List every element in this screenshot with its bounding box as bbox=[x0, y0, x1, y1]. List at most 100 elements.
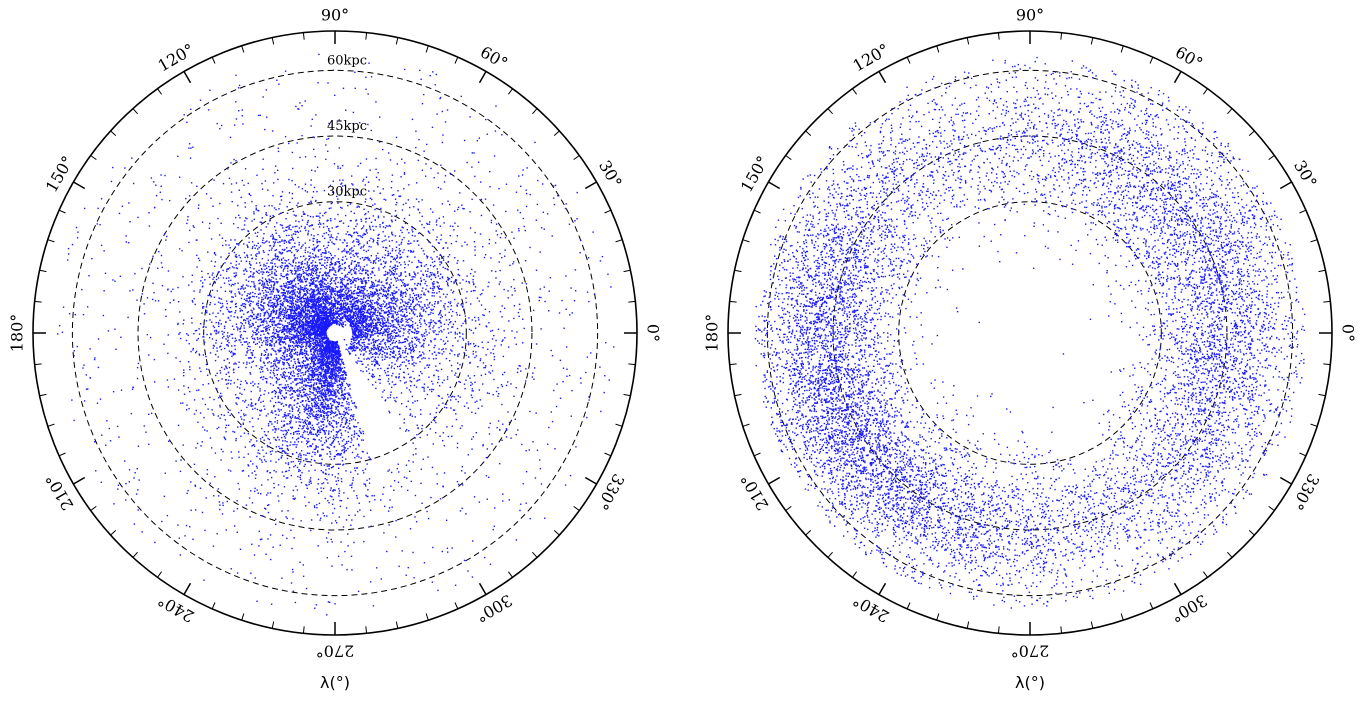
data-point bbox=[472, 275, 475, 277]
data-point bbox=[282, 268, 285, 271]
data-point bbox=[308, 385, 310, 387]
data-point bbox=[297, 269, 299, 272]
data-point bbox=[369, 316, 371, 319]
data-point bbox=[267, 369, 269, 371]
minor-tick bbox=[425, 45, 429, 53]
data-point bbox=[319, 324, 321, 326]
data-point bbox=[259, 245, 262, 247]
data-point bbox=[235, 253, 237, 256]
data-point bbox=[361, 308, 363, 310]
data-point bbox=[216, 347, 218, 349]
data-point bbox=[244, 341, 246, 343]
data-point bbox=[268, 314, 270, 317]
data-point bbox=[237, 366, 240, 369]
data-point bbox=[304, 262, 306, 265]
data-point bbox=[369, 325, 371, 328]
data-point bbox=[314, 328, 316, 331]
data-point bbox=[217, 301, 220, 303]
data-point bbox=[397, 357, 399, 359]
data-point bbox=[356, 432, 358, 435]
data-point bbox=[245, 341, 247, 343]
data-point bbox=[326, 515, 328, 517]
data-point bbox=[421, 315, 423, 317]
data-point bbox=[362, 295, 365, 297]
data-point bbox=[339, 323, 341, 325]
data-point bbox=[354, 457, 356, 459]
data-point bbox=[286, 375, 288, 377]
data-point bbox=[251, 472, 253, 474]
data-point bbox=[330, 444, 333, 446]
data-point bbox=[273, 404, 275, 407]
data-point bbox=[274, 302, 276, 305]
data-point bbox=[348, 267, 351, 270]
data-point bbox=[333, 345, 335, 347]
data-point bbox=[311, 455, 313, 458]
data-point bbox=[251, 354, 254, 357]
data-point bbox=[231, 337, 234, 339]
data-point bbox=[339, 429, 341, 431]
data-point bbox=[369, 259, 371, 262]
data-point bbox=[339, 375, 341, 377]
data-point bbox=[376, 208, 379, 210]
data-point bbox=[330, 343, 332, 346]
data-point bbox=[281, 309, 284, 312]
data-point bbox=[307, 275, 309, 277]
data-point bbox=[364, 306, 366, 308]
data-point bbox=[253, 268, 255, 270]
data-point bbox=[338, 354, 340, 357]
data-point bbox=[334, 288, 336, 290]
data-point bbox=[376, 360, 378, 363]
data-point bbox=[394, 354, 397, 356]
data-point bbox=[323, 189, 326, 192]
data-point bbox=[255, 333, 257, 336]
data-point bbox=[384, 294, 387, 296]
data-point bbox=[448, 278, 451, 280]
data-point bbox=[337, 389, 339, 391]
data-point bbox=[284, 470, 287, 473]
data-point bbox=[349, 315, 351, 318]
data-point bbox=[289, 201, 291, 204]
data-point bbox=[314, 417, 316, 420]
minor-tick bbox=[623, 269, 631, 273]
data-point bbox=[220, 286, 222, 289]
data-point bbox=[284, 348, 287, 350]
data-point bbox=[320, 360, 322, 362]
data-point bbox=[431, 466, 434, 469]
data-point bbox=[277, 331, 279, 333]
data-point bbox=[342, 288, 345, 290]
data-point bbox=[261, 341, 263, 344]
data-point bbox=[226, 367, 228, 370]
data-point bbox=[258, 331, 260, 333]
data-point bbox=[324, 320, 327, 322]
data-point bbox=[395, 319, 397, 321]
data-point bbox=[286, 290, 288, 292]
data-point bbox=[222, 305, 224, 307]
data-point bbox=[439, 273, 442, 275]
data-point bbox=[327, 432, 330, 434]
data-point bbox=[250, 382, 252, 385]
data-point bbox=[422, 339, 425, 341]
data-point bbox=[356, 336, 358, 338]
data-point bbox=[419, 283, 422, 285]
data-point bbox=[340, 220, 342, 222]
data-point bbox=[403, 418, 405, 420]
data-point bbox=[308, 400, 311, 403]
data-point bbox=[459, 363, 461, 366]
data-point bbox=[447, 305, 449, 308]
data-point bbox=[317, 288, 320, 290]
data-point bbox=[481, 405, 483, 407]
data-point bbox=[362, 354, 365, 356]
data-point bbox=[220, 348, 223, 351]
data-point bbox=[358, 444, 360, 447]
data-point bbox=[349, 325, 352, 327]
data-point bbox=[294, 326, 296, 329]
data-point bbox=[300, 275, 302, 277]
data-point bbox=[329, 295, 331, 297]
data-point bbox=[339, 358, 342, 361]
data-point bbox=[429, 389, 431, 391]
data-point bbox=[501, 340, 503, 342]
data-point bbox=[423, 386, 425, 389]
data-point bbox=[359, 310, 361, 313]
data-point bbox=[255, 321, 257, 323]
data-point bbox=[300, 481, 303, 484]
